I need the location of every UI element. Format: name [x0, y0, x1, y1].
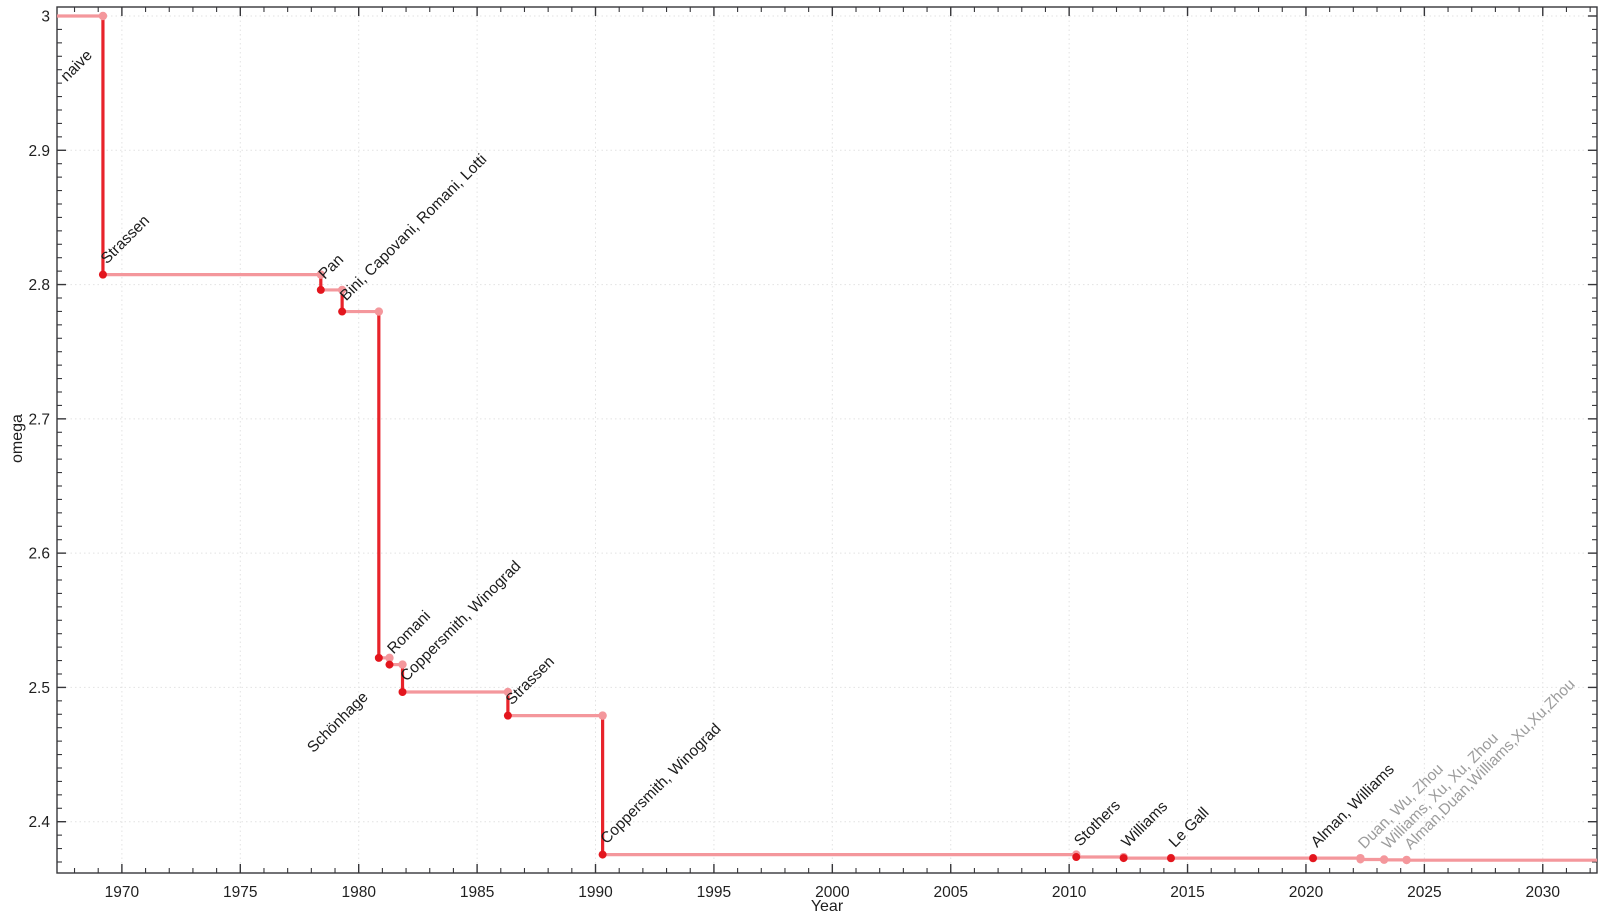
data-point-marker — [338, 307, 347, 316]
corner-point-marker — [385, 653, 394, 663]
y-tick-label: 2.8 — [28, 277, 50, 294]
y-tick-label: 2.6 — [28, 546, 50, 563]
annotation-label: Bini, Capovani, Romani, Lotti — [337, 151, 490, 304]
x-tick-label: 2005 — [933, 884, 967, 901]
data-point-marker — [598, 850, 607, 859]
y-tick-label: 2.9 — [28, 143, 50, 160]
x-tick-label: 2000 — [815, 884, 850, 901]
x-tick-label: 1980 — [341, 884, 376, 901]
annotation-label: Schönhage — [304, 689, 371, 756]
grid-lines — [57, 7, 1597, 873]
x-tick-label: 1975 — [223, 884, 257, 901]
corner-point-marker — [598, 711, 607, 720]
x-tick-label: 2030 — [1526, 884, 1561, 901]
x-tick-label: 2020 — [1289, 884, 1324, 901]
corner-point-marker — [337, 285, 347, 295]
data-point-marker — [398, 687, 407, 696]
x-tick-label: 2010 — [1052, 884, 1087, 901]
y-tick-label: 2.4 — [28, 814, 50, 831]
annotation-label: Alman,Duan,Williams,Xu,Xu,Zhou — [1401, 676, 1578, 853]
corner-point-marker — [374, 307, 384, 316]
data-point-marker — [374, 653, 383, 662]
data-point-marker — [503, 711, 512, 720]
x-tick-label: 1995 — [697, 884, 731, 901]
x-tick-label: 1990 — [578, 884, 613, 901]
data-point-marker — [316, 285, 325, 294]
annotation-label: Strassen — [503, 653, 558, 708]
annotation-label: Stothers — [1071, 797, 1124, 850]
step-line — [57, 14, 1597, 862]
annotation-label: Le Gall — [1166, 804, 1213, 851]
axis-ticks — [57, 7, 1597, 873]
y-tick-label: 2.5 — [28, 680, 50, 697]
x-tick-label: 1970 — [105, 884, 140, 901]
y-tick-label: 2.7 — [28, 411, 50, 428]
data-point-marker — [1380, 855, 1389, 864]
data-point-marker — [1309, 854, 1318, 863]
corner-point-marker — [98, 11, 108, 21]
annotation-label: Williams, Xu, Xu, Zhou — [1379, 730, 1502, 853]
data-point-marker — [385, 660, 394, 669]
x-axis-title: Year — [810, 898, 844, 915]
data-point-marker — [98, 270, 107, 279]
annotation-label: Coppersmith, Winograd — [597, 720, 724, 847]
plot-frame — [56, 6, 1598, 874]
tick-labels: 1970 1975 1980 1985 1990 1995 2000 2005 2010 2015… — [28, 8, 1560, 901]
data-point-marker — [1119, 854, 1128, 863]
corner-point-marker — [398, 660, 407, 669]
y-axis-title-text: omega — [9, 414, 26, 463]
annotation-label: Strassen — [98, 212, 153, 267]
y-tick-label: 3 — [41, 8, 50, 25]
data-points — [98, 11, 1411, 865]
annotation-label: Williams — [1118, 798, 1171, 851]
x-tick-label: 1985 — [460, 884, 494, 901]
x-tick-label: 2015 — [1170, 884, 1204, 901]
data-point-marker — [1072, 853, 1081, 862]
x-tick-label: 2025 — [1407, 884, 1441, 901]
corner-point-marker — [316, 270, 326, 279]
annotation-label: naive — [58, 47, 96, 85]
data-point-marker — [1402, 856, 1411, 865]
data-point-marker — [1166, 854, 1175, 863]
corner-point-marker — [503, 687, 513, 697]
data-point-marker — [1356, 855, 1365, 864]
